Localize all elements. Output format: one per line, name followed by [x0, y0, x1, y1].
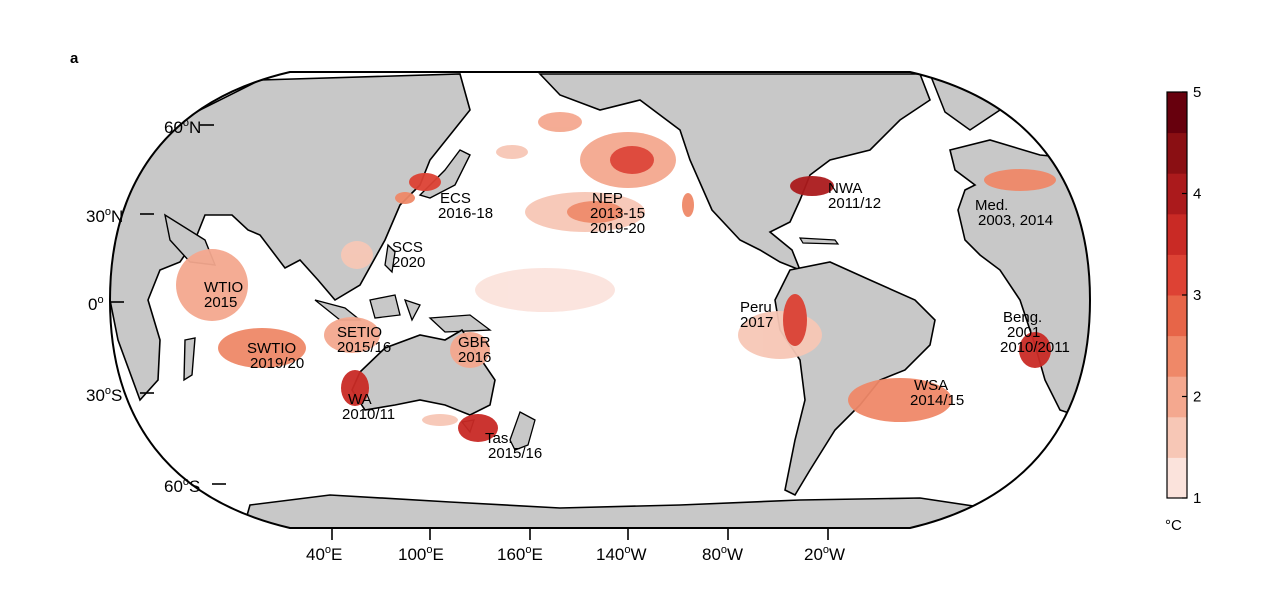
colorbar-tick-label: 3: [1193, 287, 1201, 304]
latitude-axis: 60oN 30oN 0o 30oS 60oS: [86, 117, 226, 496]
colorbar-ticks: 1 2 3 4 5: [1182, 84, 1201, 507]
land-new-zealand: [509, 411, 536, 451]
lon-label-160e: 160oE: [497, 544, 543, 564]
colorbar-band: [1167, 416, 1187, 458]
panel-label: a: [70, 50, 79, 67]
colorbar-tick-label: 1: [1193, 490, 1201, 507]
land-madagascar: [183, 337, 196, 382]
region-wa-code: WA: [348, 391, 372, 408]
lon-label-20w: 20oW: [804, 544, 845, 564]
lat-label-0: 0o: [88, 294, 104, 314]
globe-boundary: [108, 71, 1092, 529]
colorbar-tick-label: 5: [1193, 84, 1201, 101]
colorbar-band: [1167, 254, 1187, 296]
region-med-years: 2003, 2014: [978, 212, 1053, 229]
region-tas-code: Tas.: [485, 430, 513, 447]
region-wtio-years: 2015: [204, 294, 237, 311]
colorbar-tick-label: 4: [1193, 186, 1201, 203]
region-wsa-code: WSA: [914, 377, 948, 394]
region-setio-years: 2015/16: [337, 339, 391, 356]
lat-label-30n: 30oN: [86, 206, 123, 226]
colorbar-unit: °C: [1165, 517, 1182, 534]
land-south-america: [774, 261, 936, 497]
region-peru-years: 2017: [740, 314, 773, 331]
lon-label-100e: 100oE: [398, 544, 444, 564]
region-nwa-years: 2011/12: [828, 195, 881, 212]
region-wtio-code: WTIO: [204, 279, 243, 296]
colorbar-band: [1167, 376, 1187, 418]
land-philippines: [384, 243, 396, 274]
longitude-axis: 40oE 100oE 160oE 140oW 80oW 20oW: [306, 528, 845, 564]
land-antarctica: [238, 494, 1001, 528]
region-scs-code: SCS: [392, 239, 423, 256]
region-nep-code: NEP: [592, 190, 623, 207]
region-beng-code: Beng.: [1003, 309, 1042, 326]
region-nep-years2: 2019-20: [590, 220, 645, 237]
colorbar-band: [1167, 457, 1187, 499]
colorbar: 1 2 3 4 5 °C: [1165, 84, 1201, 534]
colorbar-tick-label: 2: [1193, 389, 1201, 406]
colorbar-band: [1167, 213, 1187, 255]
land-eurasia-africa: [110, 73, 471, 402]
region-ecs-years: 2016-18: [438, 205, 493, 222]
lat-label-30s: 30oS: [86, 385, 122, 405]
region-nep-years: 2013-15: [590, 205, 645, 222]
colorbar-band: [1167, 335, 1187, 377]
region-beng-years2: 2010/2011: [1000, 339, 1070, 356]
lon-label-80w: 80oW: [702, 544, 743, 564]
region-swtio-years: 2019/20: [250, 355, 304, 372]
lon-label-40e: 40oE: [306, 544, 342, 564]
region-tas-years: 2015/16: [488, 445, 542, 462]
region-scs-years: 2020: [392, 254, 425, 271]
colorbar-band: [1167, 132, 1187, 174]
mhw-intensity-patches: [176, 112, 1056, 442]
colorbar-band: [1167, 295, 1187, 337]
region-wa-years: 2010/11: [342, 406, 395, 423]
land-caribbean: [798, 237, 840, 245]
map: [108, 71, 1092, 529]
region-swtio-code: SWTIO: [247, 340, 296, 357]
colorbar-band: [1167, 173, 1187, 215]
region-wsa-years: 2014/15: [910, 392, 964, 409]
region-nwa-code: NWA: [828, 180, 862, 197]
lat-label-60n: 60oN: [164, 117, 201, 137]
region-med-code: Med.: [975, 197, 1008, 214]
region-peru-code: Peru: [740, 299, 772, 316]
region-gbr-code: GBR: [458, 334, 491, 351]
lon-label-140w: 140oW: [596, 544, 647, 564]
lat-label-60s: 60oS: [164, 476, 200, 496]
region-beng-years: 2001: [1007, 324, 1040, 341]
colorbar-bands: [1167, 92, 1187, 499]
region-labels: ECS 2016-18 NEP 2013-15 2019-20 NWA 2011…: [204, 180, 1070, 462]
land-north-america: [538, 73, 931, 272]
colorbar-band: [1167, 92, 1187, 134]
region-ecs-code: ECS: [440, 190, 471, 207]
region-setio-code: SETIO: [337, 324, 382, 341]
region-gbr-years: 2016: [458, 349, 491, 366]
